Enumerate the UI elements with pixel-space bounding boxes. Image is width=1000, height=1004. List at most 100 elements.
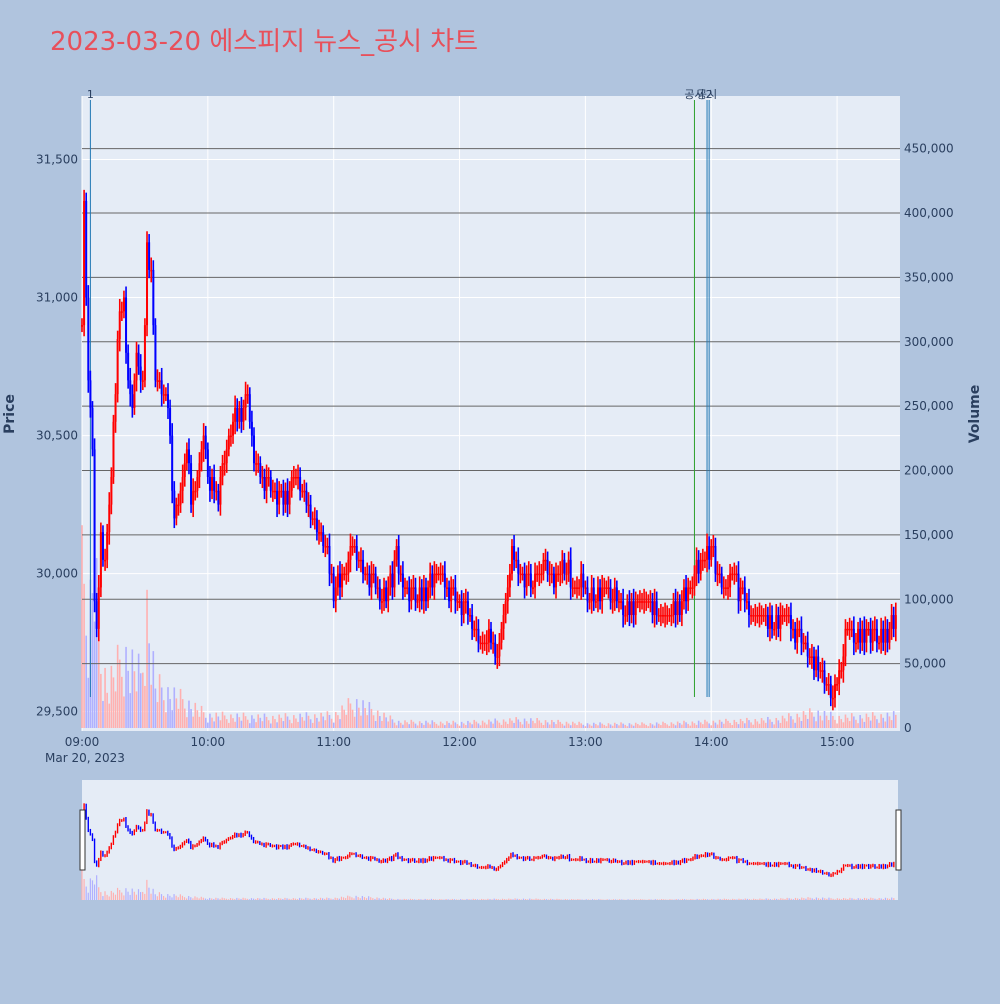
slider-volume-bar (814, 899, 815, 900)
volume-bar (857, 723, 859, 728)
volume-bar (85, 636, 87, 728)
slider-volume-bar (326, 898, 327, 900)
candle-body (159, 380, 161, 382)
candle-body (282, 491, 284, 505)
volume-bar (568, 724, 570, 728)
slider-volume-bar (389, 898, 390, 900)
candle-body (255, 463, 257, 465)
candle-body (498, 643, 500, 657)
volume-bar (215, 713, 217, 728)
volume-bar (398, 721, 400, 728)
volume-bar (322, 716, 324, 728)
slider-volume-bar (261, 899, 262, 900)
volume-bar (637, 724, 639, 728)
candle-body (719, 574, 721, 576)
slider-volume-bar (330, 899, 331, 900)
candle-body (289, 491, 291, 505)
candle-body (394, 560, 396, 588)
volume-bar (341, 705, 343, 728)
volume-bar (410, 720, 412, 728)
volume-bar (457, 724, 459, 728)
candle-body (723, 587, 725, 589)
volume-bar (331, 719, 333, 728)
volume-bar (402, 725, 404, 728)
slider-volume-bar (245, 898, 246, 900)
candle-body (641, 601, 643, 603)
candle-body (347, 560, 349, 574)
slider-volume-bar (776, 899, 777, 900)
slider-volume-bar (837, 898, 838, 900)
slider-volume-bar (812, 898, 813, 900)
volume-bar (859, 715, 861, 728)
volume-bar (249, 723, 251, 728)
candle-body (106, 532, 108, 560)
candle-body (249, 394, 251, 422)
volume-bar (96, 558, 98, 728)
volume-bar (725, 719, 727, 728)
candle-body (477, 629, 479, 643)
candle-body (725, 587, 727, 589)
volume-bar (639, 725, 641, 728)
slider-volume-bar (309, 899, 310, 900)
candle-body (333, 574, 335, 602)
volume-bar (392, 719, 394, 728)
volume-bar (874, 716, 876, 728)
candle-body (851, 629, 853, 631)
volume-bar (224, 715, 226, 728)
volume-bar (767, 717, 769, 728)
candle-body (261, 477, 263, 479)
slider-volume-bar (891, 898, 892, 900)
candle-body (817, 656, 819, 670)
volume-bar (759, 724, 761, 728)
candle-body (364, 574, 366, 576)
volume-bar (136, 691, 138, 728)
slider-volume-bar (684, 899, 685, 900)
candle-body (308, 505, 310, 507)
volume-bar (413, 722, 415, 728)
volume-bar (257, 714, 259, 728)
volume-bar (406, 722, 408, 728)
time-tick-label-4: 13:00 (568, 735, 603, 749)
candle-body (878, 643, 880, 645)
candle-body (423, 587, 425, 601)
volume-bar (513, 723, 515, 728)
candle-body (297, 477, 299, 479)
candle-body (184, 463, 186, 477)
slider-volume-bar (640, 899, 641, 900)
range-slider-left-handle[interactable] (80, 810, 85, 870)
candle-body (89, 380, 91, 408)
slider-volume-bar (577, 899, 578, 900)
volume-bar (595, 724, 597, 728)
price-tick-label-2: 30,500 (36, 429, 78, 443)
volume-bar (673, 724, 675, 728)
slider-volume-bar (766, 898, 767, 900)
slider-volume-bar (504, 899, 505, 900)
range-slider-right-handle[interactable] (896, 810, 901, 870)
volume-tick-label-6: 300,000 (904, 335, 954, 349)
slider-volume-bar (94, 885, 95, 901)
candle-body (677, 601, 679, 615)
slider-volume-bar (393, 899, 394, 900)
candle-body (456, 601, 458, 603)
volume-bar (878, 723, 880, 728)
slider-volume-bar (690, 899, 691, 900)
candle-body (414, 587, 416, 601)
volume-bar (325, 720, 327, 728)
volume-bar (207, 723, 209, 728)
volume-bar (247, 720, 249, 728)
volume-bar (490, 722, 492, 728)
candle-body (664, 615, 666, 617)
candle-body (500, 629, 502, 643)
slider-volume-bar (789, 898, 790, 900)
volume-bar (545, 720, 547, 728)
candle-body (532, 587, 534, 589)
candle-body (91, 408, 93, 449)
candle-body (647, 601, 649, 603)
candle-body (752, 615, 754, 617)
candle-body (284, 491, 286, 505)
candle-body (238, 408, 240, 422)
candle-body (742, 587, 744, 589)
candle-body (188, 449, 190, 463)
candle-body (119, 311, 121, 339)
volume-bar (106, 693, 108, 728)
